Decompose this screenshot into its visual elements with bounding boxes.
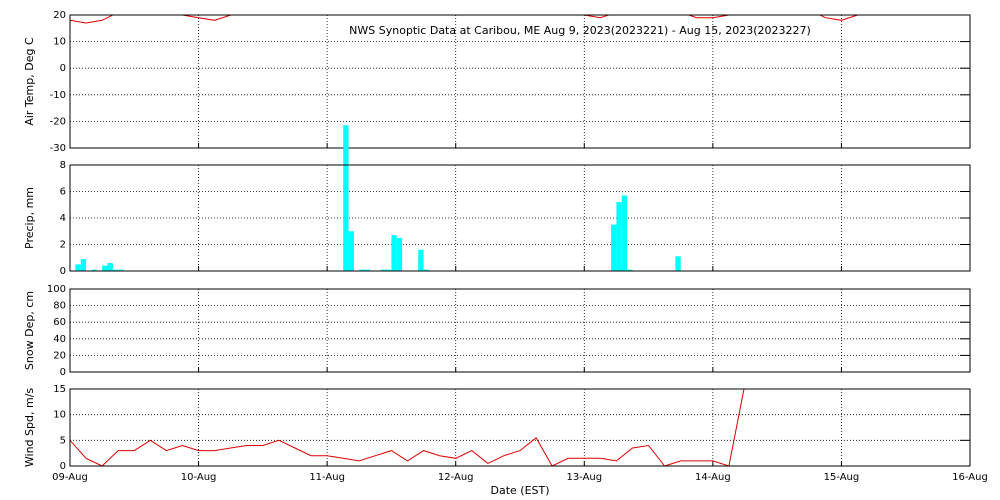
bar [107,263,113,271]
x-tick-label: 11-Aug [309,472,345,483]
plot-frame [69,288,971,373]
y-tick-label: 2 [60,240,66,251]
y-tick-label: 100 [47,284,66,295]
y-tick-label: 0 [60,461,66,472]
plot-frame [69,14,971,149]
bar [364,269,370,271]
bar [118,269,124,271]
x-axis-label: Date (EST) [490,484,549,497]
x-tick-label: 13-Aug [566,472,602,483]
bar [80,259,87,271]
x-tick-label: 09-Aug [52,472,88,483]
y-tick-label: 6 [60,187,66,198]
y-tick-label: 20 [53,350,66,361]
bar [102,265,108,271]
bar [112,269,119,271]
bar [616,202,622,271]
x-tick-label: 14-Aug [695,472,731,483]
bar [75,264,81,271]
bar [391,235,397,271]
y-tick-label: -30 [50,143,66,154]
y-tick-label: 5 [60,435,66,446]
y-tick-label: 0 [60,367,66,378]
x-tick-label: 15-Aug [824,472,860,483]
y-tick-label: 10 [53,410,66,421]
y-axis-label: Air Temp, Deg C [23,37,36,126]
x-tick-label: 10-Aug [181,472,217,483]
y-axis-label: Precip, mm [23,187,36,249]
bar [627,269,633,271]
chart-title: NWS Synoptic Data at Caribou, ME Aug 9, … [349,24,811,37]
y-axis-label: Wind Spd, m/s [23,388,36,468]
y-tick-label: -20 [50,116,66,127]
y-tick-label: 40 [53,334,66,345]
y-tick-label: 20 [53,10,66,21]
y-tick-label: 4 [60,213,66,224]
bar [418,249,424,271]
y-tick-label: 80 [53,301,66,312]
bar [423,269,429,271]
y-axis-label: Snow Dep, cm [23,291,36,370]
bar [396,237,403,271]
bar [343,125,349,271]
plot-frame [69,388,971,467]
bar [91,269,97,271]
bar [386,269,392,271]
y-tick-label: 0 [60,63,66,74]
bar [621,195,628,271]
x-tick-label: 16-Aug [952,472,988,483]
y-tick-label: -10 [50,90,66,101]
y-tick-label: 60 [53,317,66,328]
bar [611,224,617,271]
y-tick-label: 10 [53,37,66,48]
bar [380,269,387,271]
y-tick-label: 0 [60,266,66,277]
y-tick-label: 8 [60,160,66,171]
x-tick-label: 12-Aug [438,472,474,483]
y-tick-label: 15 [53,384,66,395]
bar [348,231,354,271]
plot-frame [69,164,971,272]
line [70,15,941,24]
line [70,389,745,466]
bar [359,269,365,271]
bar [675,256,681,271]
